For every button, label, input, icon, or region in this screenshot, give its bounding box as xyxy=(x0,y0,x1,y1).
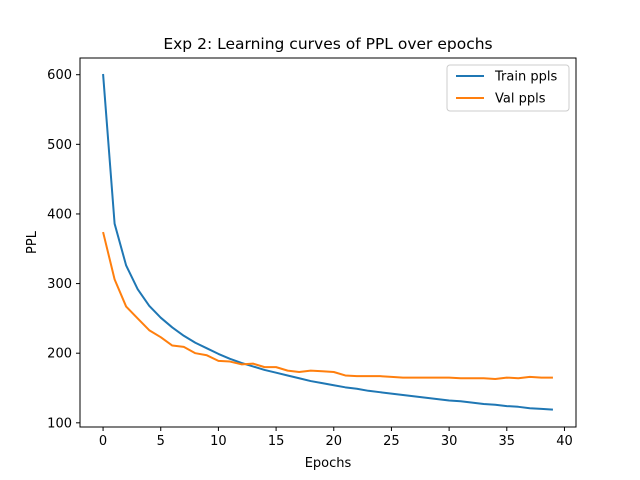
x-tick-label: 0 xyxy=(99,434,107,449)
y-tick-label: 600 xyxy=(47,68,72,83)
y-tick-label: 100 xyxy=(47,416,72,431)
x-axis-label: Epochs xyxy=(305,456,352,471)
x-tick-label: 20 xyxy=(325,434,342,449)
x-tick-label: 35 xyxy=(499,434,516,449)
x-tick-label: 40 xyxy=(556,434,573,449)
y-tick-label: 300 xyxy=(47,277,72,292)
x-tick-label: 5 xyxy=(157,434,165,449)
chart-title: Exp 2: Learning curves of PPL over epoch… xyxy=(163,35,492,53)
x-tick-label: 25 xyxy=(383,434,400,449)
y-axis: 100 200 300 400 500 600 xyxy=(47,68,80,431)
y-tick-label: 200 xyxy=(47,347,72,362)
plot-lines xyxy=(102,73,553,411)
x-tick-label: 10 xyxy=(210,434,227,449)
series-line-val-ppls xyxy=(102,231,553,380)
x-tick-label: 15 xyxy=(268,434,285,449)
legend-label-val: Val ppls xyxy=(495,92,546,107)
legend: Train ppls Val ppls xyxy=(446,64,570,112)
x-tick-label: 30 xyxy=(441,434,458,449)
x-axis: 0 5 10 15 20 25 30 35 40 xyxy=(99,427,573,449)
y-tick-label: 500 xyxy=(47,138,72,153)
legend-label-train: Train ppls xyxy=(494,70,557,85)
y-axis-label: PPL xyxy=(25,230,40,254)
series-line-train-ppls xyxy=(102,73,553,411)
y-tick-label: 400 xyxy=(47,207,72,222)
plot-frame xyxy=(79,57,577,428)
